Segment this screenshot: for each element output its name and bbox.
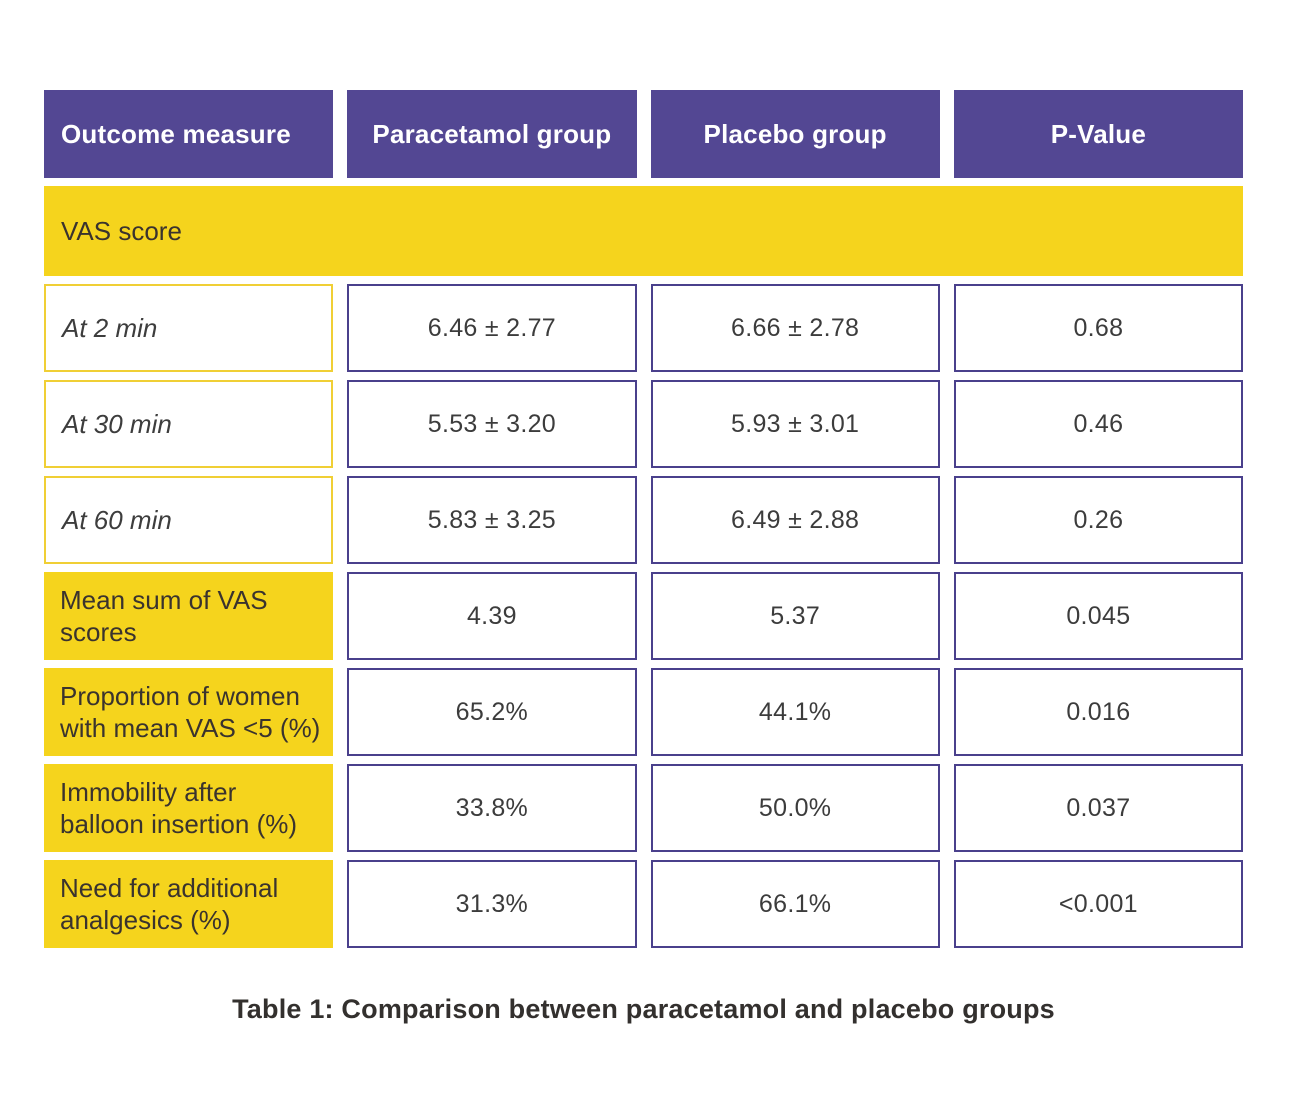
row-label-at-2-min: At 2 min <box>44 284 334 372</box>
cell-paracetamol: 4.39 <box>347 572 637 660</box>
cell-p-value: <0.001 <box>953 860 1243 948</box>
cell-value: 6.46 ± 2.77 <box>427 313 556 342</box>
cell-value: 33.8% <box>455 793 529 822</box>
cell-value: <0.001 <box>1058 889 1138 918</box>
row-label-at-30-min: At 30 min <box>44 380 334 468</box>
cell-value: 0.26 <box>1073 505 1124 534</box>
cell-paracetamol: 65.2% <box>347 668 637 756</box>
cell-value: 66.1% <box>758 889 832 918</box>
cell-value: 50.0% <box>758 793 832 822</box>
row-label-text: Proportion of women with mean VAS <5 (%) <box>60 680 321 744</box>
cell-p-value: 0.045 <box>953 572 1243 660</box>
cell-paracetamol: 5.53 ± 3.20 <box>347 380 637 468</box>
row-label-at-60-min: At 60 min <box>44 476 334 564</box>
table-caption: Table 1: Comparison between paracetamol … <box>232 994 1055 1024</box>
row-label-text: At 2 min <box>62 312 158 343</box>
header-cell-placebo-group: Placebo group <box>650 90 940 178</box>
header-label: Outcome measure <box>61 118 291 149</box>
section-band-vas-score: VAS score <box>44 186 1243 276</box>
header-label: Paracetamol group <box>372 118 612 149</box>
cell-p-value: 0.68 <box>953 284 1243 372</box>
cell-value: 0.037 <box>1066 793 1131 822</box>
cell-value: 5.53 ± 3.20 <box>427 409 556 438</box>
cell-value: 5.83 ± 3.25 <box>427 505 556 534</box>
cell-p-value: 0.037 <box>953 764 1243 852</box>
cell-placebo: 44.1% <box>650 668 940 756</box>
cell-value: 6.49 ± 2.88 <box>731 505 860 534</box>
header-label: Placebo group <box>703 118 887 149</box>
cell-paracetamol: 6.46 ± 2.77 <box>347 284 637 372</box>
row-label-text: At 30 min <box>62 408 172 439</box>
cell-placebo: 6.49 ± 2.88 <box>650 476 940 564</box>
row-label-text: Mean sum of VAS scores <box>60 584 268 648</box>
header-cell-outcome-measure: Outcome measure <box>44 90 334 178</box>
cell-value: 6.66 ± 2.78 <box>731 313 860 342</box>
cell-placebo: 50.0% <box>650 764 940 852</box>
row-label-mean-sum-vas: Mean sum of VAS scores <box>44 572 334 660</box>
cell-placebo: 5.93 ± 3.01 <box>650 380 940 468</box>
row-label-additional-analgesics: Need for additional analgesics (%) <box>44 860 334 948</box>
cell-paracetamol: 5.83 ± 3.25 <box>347 476 637 564</box>
header-label: P-Value <box>1050 118 1147 149</box>
cell-value: 0.68 <box>1073 313 1124 342</box>
cell-paracetamol: 31.3% <box>347 860 637 948</box>
cell-placebo: 66.1% <box>650 860 940 948</box>
section-label: VAS score <box>61 215 182 246</box>
header-cell-paracetamol-group: Paracetamol group <box>347 90 637 178</box>
cell-placebo: 5.37 <box>650 572 940 660</box>
header-cell-p-value: P-Value <box>953 90 1243 178</box>
cell-value: 5.93 ± 3.01 <box>731 409 860 438</box>
cell-value: 4.39 <box>466 601 517 630</box>
cell-value: 31.3% <box>455 889 529 918</box>
cell-p-value: 0.26 <box>953 476 1243 564</box>
cell-value: 5.37 <box>770 601 821 630</box>
row-label-text: Immobility after balloon insertion (%) <box>60 776 298 840</box>
cell-value: 44.1% <box>758 697 832 726</box>
cell-value: 0.045 <box>1066 601 1131 630</box>
row-label-text: Need for additional analgesics (%) <box>60 872 279 936</box>
row-label-proportion-vas-lt5: Proportion of women with mean VAS <5 (%) <box>44 668 334 756</box>
cell-value: 0.46 <box>1073 409 1124 438</box>
cell-p-value: 0.016 <box>953 668 1243 756</box>
cell-value: 0.016 <box>1066 697 1131 726</box>
cell-placebo: 6.66 ± 2.78 <box>650 284 940 372</box>
cell-value: 65.2% <box>455 697 529 726</box>
comparison-table: Outcome measure Paracetamol group Placeb… <box>44 90 1243 948</box>
row-label-text: At 60 min <box>62 504 172 535</box>
cell-paracetamol: 33.8% <box>347 764 637 852</box>
cell-p-value: 0.46 <box>953 380 1243 468</box>
row-label-immobility: Immobility after balloon insertion (%) <box>44 764 334 852</box>
